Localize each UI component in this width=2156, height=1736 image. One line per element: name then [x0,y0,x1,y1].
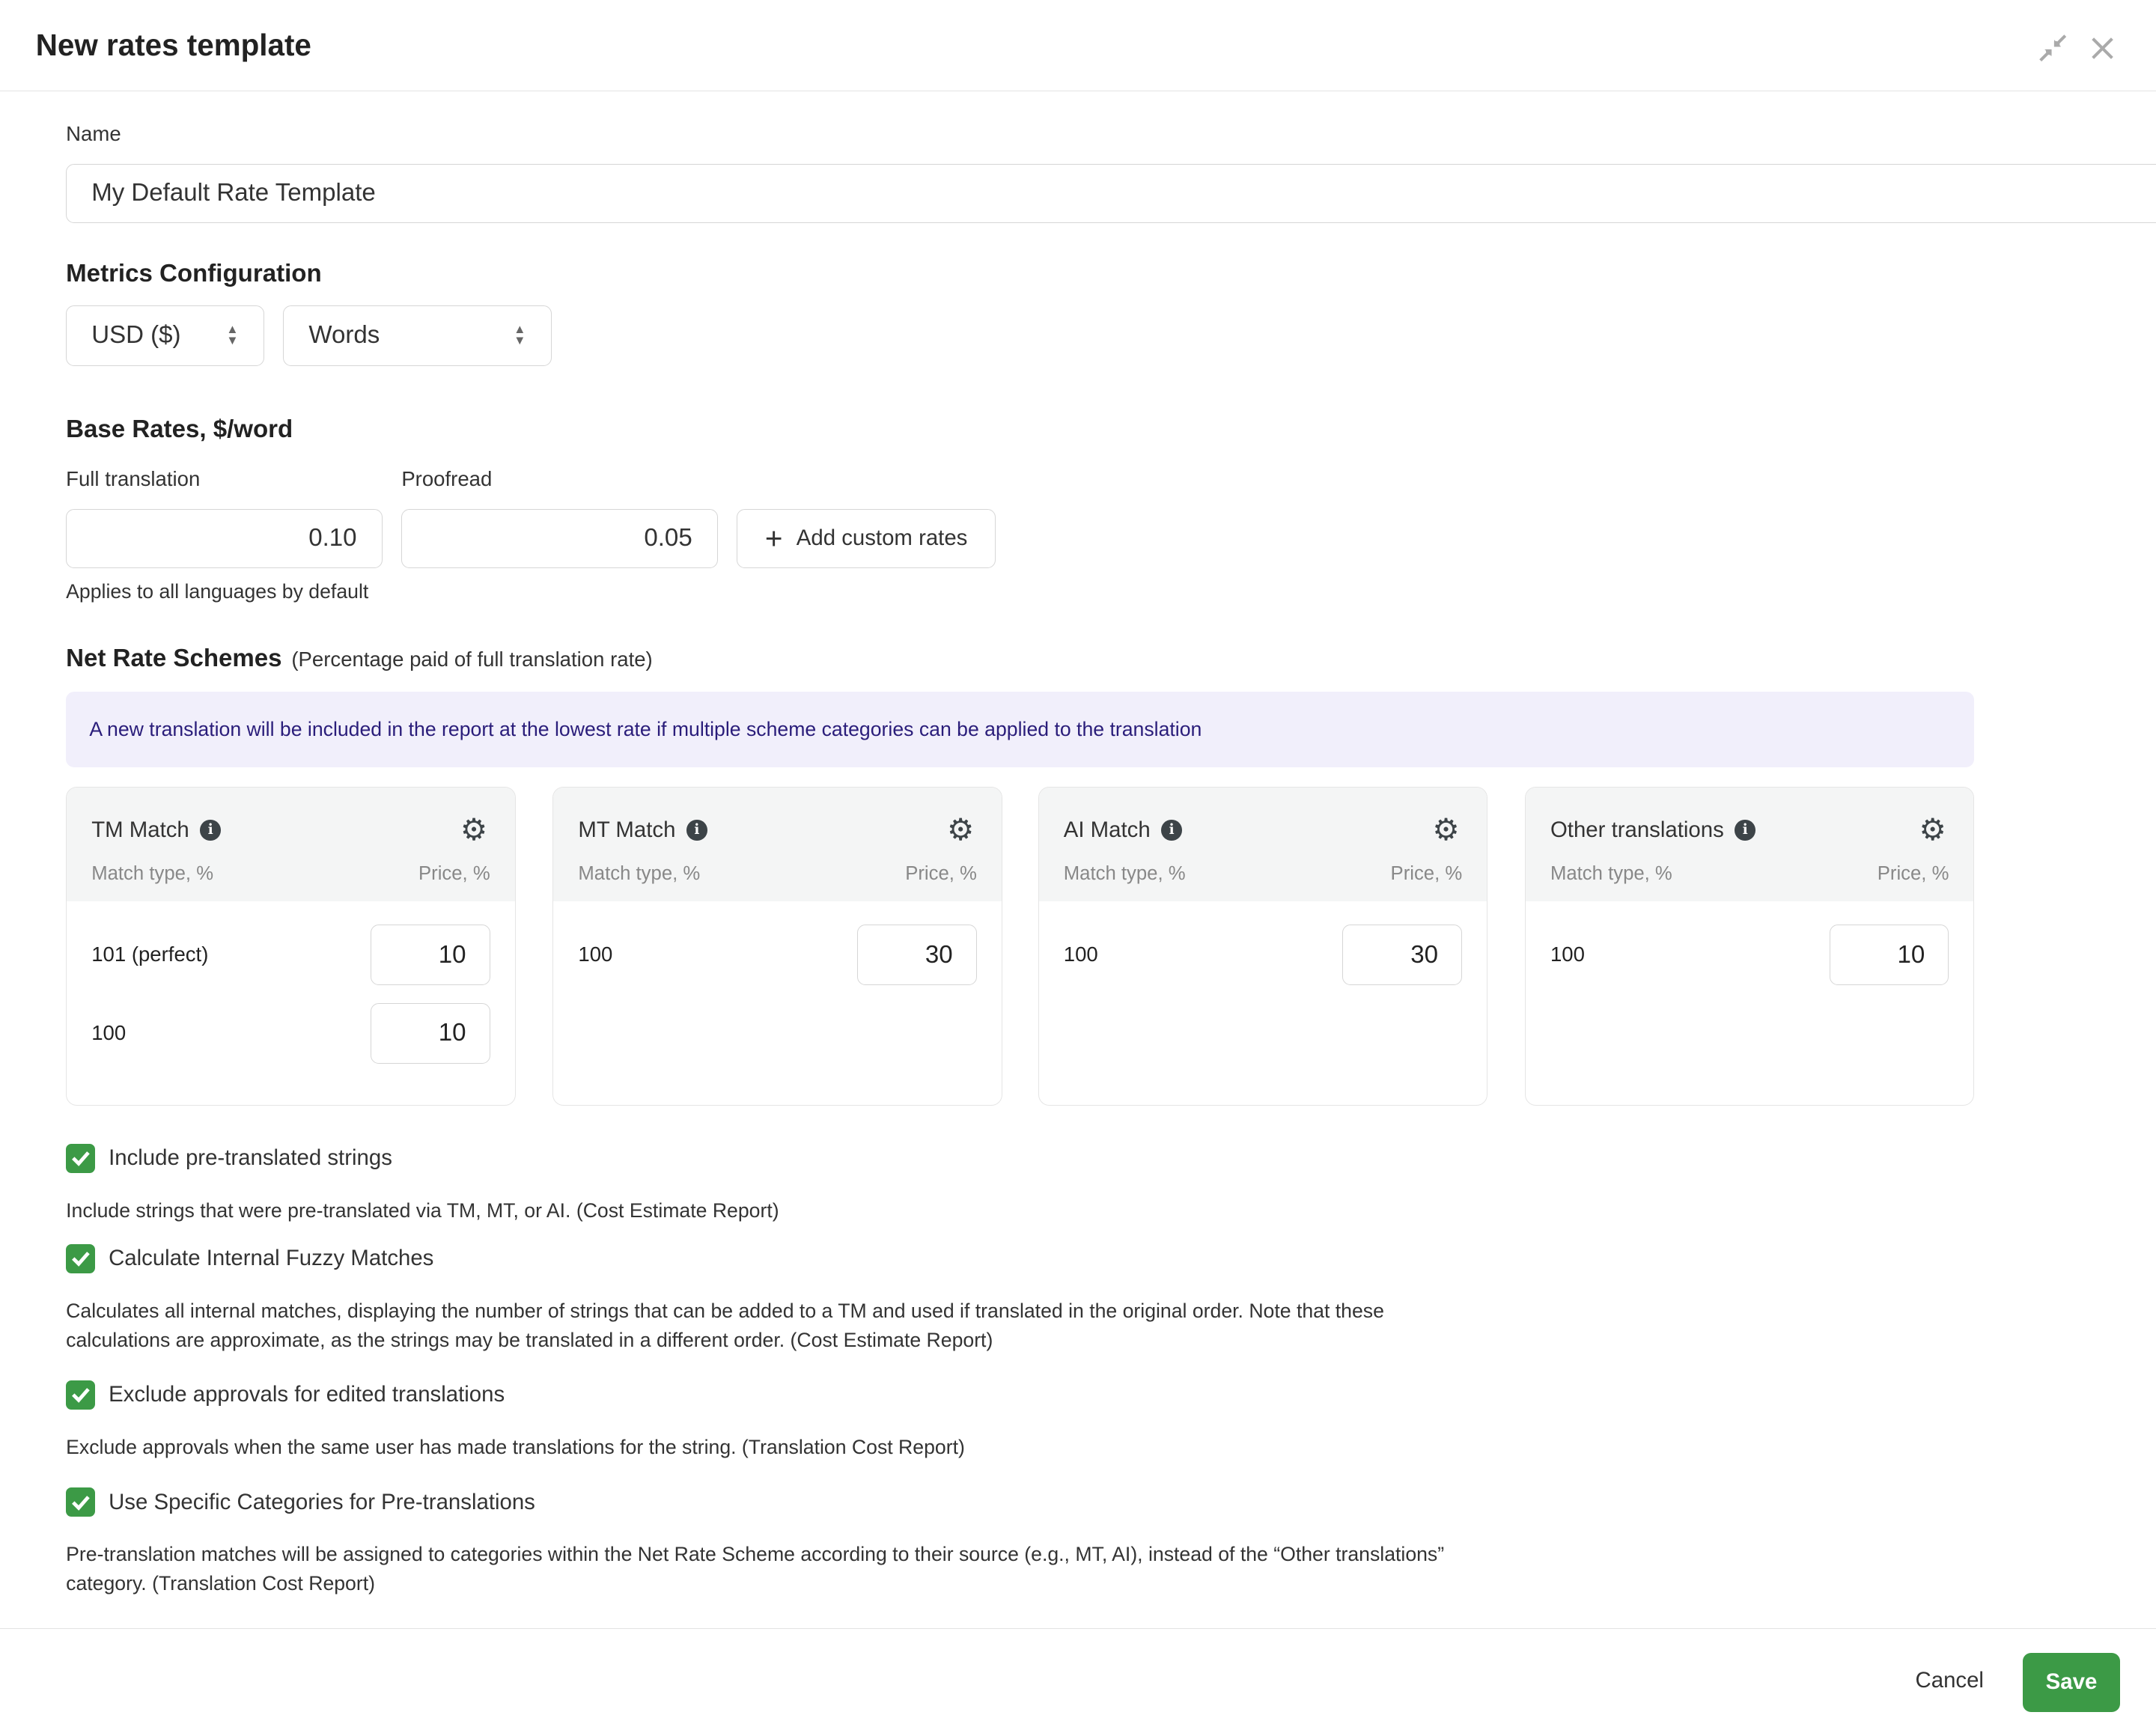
net-rate-notice: A new translation will be included in th… [66,691,1975,767]
scheme-card: MT Match i ⚙ Match type, % Price, % 100 30 [552,786,1002,1106]
select-arrows-icon: ▲ ▼ [226,322,239,348]
scheme-card: TM Match i ⚙ Match type, % Price, % 101 (… [66,786,516,1106]
option-label: Exclude approvals for edited translation… [109,1382,505,1407]
select-arrows-icon: ▲ ▼ [514,322,526,348]
name-label: Name [66,122,121,146]
option-label: Include pre-translated strings [109,1145,392,1171]
checkbox-checked-icon[interactable] [66,1244,95,1273]
net-rate-heading: Net Rate Schemes (Percentage paid of full… [66,645,653,673]
net-rate-subtitle: (Percentage paid of full translation rat… [291,648,653,671]
gear-icon[interactable]: ⚙ [1919,812,1946,847]
match-type-header: Match type, % [578,862,701,884]
metrics-title: Metrics Configuration [66,260,322,288]
match-type-header: Match type, % [1550,862,1672,884]
scheme-row: 101 (perfect) 10 [67,925,515,1003]
plus-icon: + [764,520,783,555]
currency-value: USD ($) [91,321,181,350]
option-checkbox[interactable]: Calculate Internal Fuzzy Matches [66,1244,433,1273]
price-header: Price, % [418,862,490,884]
checkbox-checked-icon[interactable] [66,1144,95,1173]
dialog-header [0,0,2156,92]
option-label: Use Specific Categories for Pre-translat… [109,1489,535,1514]
gear-icon[interactable]: ⚙ [947,812,975,847]
unit-select[interactable]: Words ▲ ▼ [283,305,552,366]
full-translation-label: Full translation [66,467,201,491]
name-input[interactable]: My Default Rate Template [66,163,2156,223]
match-type: 100 [91,1020,127,1044]
option-description: Pre-translation matches will be assigned… [66,1543,1445,1595]
gear-icon[interactable]: ⚙ [1432,812,1460,847]
unit-value: Words [308,321,380,350]
info-icon[interactable]: i [686,820,707,841]
scheme-title: TM Match [91,817,189,842]
base-rates-hint: Applies to all languages by default [66,580,369,603]
scheme-row: 100 30 [553,925,1002,1003]
cancel-button[interactable]: Cancel [1915,1667,1984,1693]
close-icon[interactable] [2090,36,2115,61]
save-button[interactable]: Save [2022,1652,2121,1712]
option-checkbox[interactable]: Exclude approvals for edited translation… [66,1380,505,1410]
scheme-card-header: AI Match i ⚙ Match type, % Price, % [1038,787,1487,902]
info-icon[interactable]: i [1161,820,1182,841]
dialog-title: New rates template [35,27,311,62]
price-header: Price, % [905,862,977,884]
match-type: 100 [578,942,613,966]
match-type: 101 (perfect) [91,942,209,966]
dialog-footer [0,1627,2156,1736]
proofread-label: Proofread [401,467,493,491]
currency-select[interactable]: USD ($) ▲ ▼ [66,305,264,366]
option-checkbox[interactable]: Use Specific Categories for Pre-translat… [66,1487,535,1517]
price-input[interactable]: 30 [857,925,977,986]
price-input[interactable]: 10 [370,925,490,986]
scheme-row: 100 10 [67,1002,515,1082]
match-type: 100 [1550,942,1585,966]
full-translation-input[interactable]: 0.10 [66,508,383,568]
option-label: Calculate Internal Fuzzy Matches [109,1246,434,1271]
proofread-input[interactable]: 0.05 [401,508,718,568]
price-header: Price, % [1390,862,1463,884]
option-checkbox[interactable]: Include pre-translated strings [66,1144,392,1173]
info-icon[interactable]: i [200,820,222,841]
option-description: Exclude approvals when the same user has… [66,1435,965,1458]
price-input[interactable]: 30 [1342,925,1463,986]
collapse-icon[interactable] [2038,33,2068,63]
scheme-title: Other translations [1550,817,1724,842]
scheme-row: 100 10 [1526,925,1974,1003]
match-type-header: Match type, % [1063,862,1186,884]
scheme-card: Other translations i ⚙ Match type, % Pric… [1524,786,1975,1106]
scheme-title: MT Match [578,817,676,842]
match-type: 100 [1063,942,1098,966]
add-custom-rates-label: Add custom rates [796,526,968,551]
option-description: Calculates all internal matches, display… [66,1300,1384,1351]
price-input[interactable]: 10 [370,1002,490,1064]
checkbox-checked-icon[interactable] [66,1487,95,1517]
price-header: Price, % [1877,862,1949,884]
checkbox-checked-icon[interactable] [66,1380,95,1410]
scheme-row: 100 30 [1039,925,1487,1003]
add-custom-rates-button[interactable]: + Add custom rates [737,508,996,568]
info-icon[interactable]: i [1735,820,1756,841]
match-type-header: Match type, % [91,862,214,884]
scheme-card-header: Other translations i ⚙ Match type, % Pric… [1525,787,1974,902]
option-description: Include strings that were pre-translated… [66,1199,779,1222]
gear-icon[interactable]: ⚙ [460,812,488,847]
scheme-card: AI Match i ⚙ Match type, % Price, % 100 30 [1038,786,1488,1106]
scheme-card-header: MT Match i ⚙ Match type, % Price, % [553,787,1002,902]
scheme-card-header: TM Match i ⚙ Match type, % Price, % [67,787,515,902]
base-rates-title: Base Rates, $/word [66,415,293,443]
price-input[interactable]: 10 [1829,925,1949,986]
scheme-title: AI Match [1063,817,1151,842]
net-rate-title: Net Rate Schemes [66,645,282,673]
